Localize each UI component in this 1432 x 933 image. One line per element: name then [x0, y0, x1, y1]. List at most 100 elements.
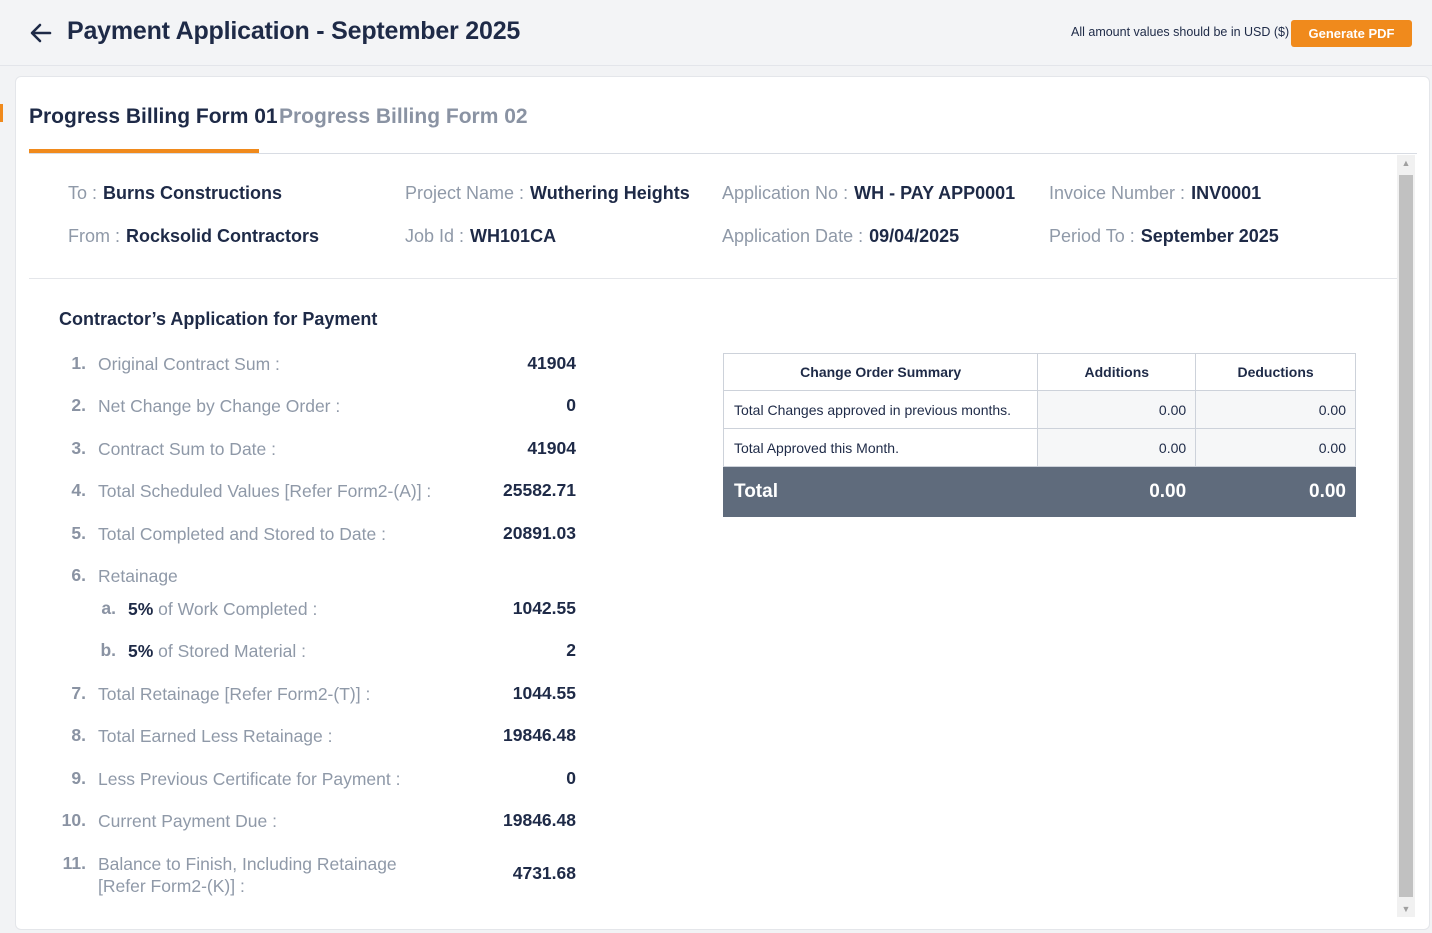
item-value: 41904	[527, 438, 576, 458]
item-label-text: of Work Completed :	[158, 599, 318, 619]
item-label: Total Retainage [Refer Form2-(T)] :	[98, 684, 371, 704]
info-value: 09/04/2025	[869, 226, 960, 246]
item-value: 2	[566, 640, 576, 660]
item-value: 20891.03	[503, 523, 576, 543]
table-row: Total Approved this Month. 0.00 0.00	[722, 428, 1356, 467]
total-deductions: 0.00	[1195, 466, 1356, 517]
billing-card: Progress Billing Form 01 Progress Billin…	[15, 76, 1430, 930]
column-header: Additions	[1037, 353, 1197, 391]
info-label: Invoice Number :	[1049, 183, 1186, 203]
info-label: Job Id :	[405, 226, 465, 246]
item-label: 5% of Stored Material :	[128, 640, 478, 662]
info-project-name: Project Name : Wuthering Heights	[405, 183, 690, 204]
item-label: Net Change by Change Order :	[98, 396, 341, 416]
item-value: 4731.68	[512, 863, 576, 883]
info-label: From :	[68, 226, 120, 246]
section-title: Contractor’s Application for Payment	[59, 309, 378, 329]
item-value: 0	[566, 395, 576, 415]
info-job-id: Job Id : WH101CA	[405, 226, 556, 247]
side-marker	[0, 104, 3, 122]
info-value: INV0001	[1191, 183, 1262, 203]
item-value: 1044.55	[512, 683, 576, 703]
row-description: Total Changes approved in previous month…	[722, 390, 1039, 429]
item-value: 19846.48	[503, 810, 576, 830]
item-label: Total Completed and Stored to Date :	[98, 524, 386, 544]
item-label: Total Scheduled Values [Refer Form2-(A)]…	[98, 481, 432, 501]
item-number: b.	[100, 640, 116, 660]
item-label: Total Earned Less Retainage :	[98, 726, 333, 746]
row-additions: 0.00	[1037, 390, 1197, 429]
table-header-row: Change Order Summary Additions Deduction…	[722, 353, 1356, 391]
top-bar: Payment Application - September 2025 All…	[0, 0, 1432, 66]
item-number: 11.	[62, 853, 86, 873]
tab-bar: Progress Billing Form 01 Progress Billin…	[29, 77, 1417, 154]
item-number: 5.	[71, 523, 86, 543]
page-title: Payment Application - September 2025	[67, 17, 521, 45]
info-application-date: Application Date :09/04/2025	[722, 226, 959, 247]
generate-pdf-button[interactable]: Generate PDF	[1291, 20, 1412, 47]
total-additions: 0.00	[1037, 466, 1197, 517]
item-value: 25582.71	[503, 480, 576, 500]
item-number: 2.	[71, 395, 86, 415]
item-number: 8.	[71, 725, 86, 745]
info-value: WH - PAY APP0001	[854, 183, 1016, 203]
row-deductions: 0.00	[1195, 390, 1356, 429]
info-label: Period To :	[1049, 226, 1135, 246]
item-label: Contract Sum to Date :	[98, 439, 276, 459]
item-value: 41904	[527, 353, 576, 373]
scroll-down-icon[interactable]: ▼	[1401, 904, 1411, 914]
item-label: Current Payment Due :	[98, 811, 277, 831]
info-to: To : Burns Constructions	[68, 183, 282, 204]
column-header: Deductions	[1195, 353, 1356, 391]
item-value: 19846.48	[503, 725, 576, 745]
item-number: 1.	[71, 353, 86, 373]
item-label: Retainage	[98, 566, 178, 586]
info-invoice-number: Invoice Number : INV0001	[1049, 183, 1261, 204]
change-order-summary-table: Change Order Summary Additions Deduction…	[722, 353, 1356, 517]
item-number: a.	[101, 598, 116, 618]
retainage-percent: 5%	[128, 641, 154, 661]
total-label: Total	[722, 466, 1039, 517]
item-number: 10.	[61, 810, 86, 830]
info-label: Application Date :	[722, 226, 864, 246]
info-value: Burns Constructions	[103, 183, 283, 203]
item-value: 1042.55	[512, 598, 576, 618]
item-label: Balance to Finish, Including Retainage […	[98, 854, 397, 896]
tab-progress-billing-form-01[interactable]: Progress Billing Form 01	[29, 105, 278, 128]
divider	[29, 278, 1397, 279]
info-value: Rocksolid Contractors	[126, 226, 320, 246]
info-application-no: Application No : WH - PAY APP0001	[722, 183, 1015, 204]
scrollbar-thumb[interactable]	[1399, 175, 1413, 897]
item-number: 6.	[71, 565, 86, 585]
vertical-scrollbar[interactable]: ▲ ▼	[1397, 155, 1415, 917]
item-label: Less Previous Certificate for Payment :	[98, 769, 401, 789]
info-label: To :	[68, 183, 98, 203]
info-period-to: Period To : September 2025	[1049, 226, 1279, 247]
row-deductions: 0.00	[1195, 428, 1356, 467]
retainage-percent: 5%	[128, 599, 154, 619]
info-value: Wuthering Heights	[530, 183, 690, 203]
item-number: 4.	[71, 480, 86, 500]
info-from: From : Rocksolid Contractors	[68, 226, 319, 247]
item-value: 0	[566, 768, 576, 788]
item-number: 3.	[71, 438, 86, 458]
usd-note: All amount values should be in USD ($)	[1071, 25, 1290, 39]
item-number: 7.	[71, 683, 86, 703]
info-value: September 2025	[1140, 226, 1279, 246]
item-label-text: of Stored Material :	[158, 641, 307, 661]
back-arrow-icon[interactable]	[28, 20, 54, 46]
active-tab-indicator	[29, 149, 259, 153]
item-label: 5% of Work Completed :	[128, 598, 478, 620]
item-label: Original Contract Sum :	[98, 354, 280, 374]
row-additions: 0.00	[1037, 428, 1197, 467]
row-description: Total Approved this Month.	[722, 428, 1039, 467]
tab-progress-billing-form-02[interactable]: Progress Billing Form 02	[279, 105, 528, 128]
scroll-up-icon[interactable]: ▲	[1401, 158, 1411, 168]
info-value: WH101CA	[470, 226, 557, 246]
info-label: Application No :	[722, 183, 849, 203]
info-label: Project Name :	[405, 183, 525, 203]
item-number: 9.	[71, 768, 86, 788]
table-row: Total Changes approved in previous month…	[722, 390, 1356, 429]
column-header: Change Order Summary	[722, 353, 1039, 391]
total-row: Total 0.00 0.00	[722, 466, 1356, 517]
